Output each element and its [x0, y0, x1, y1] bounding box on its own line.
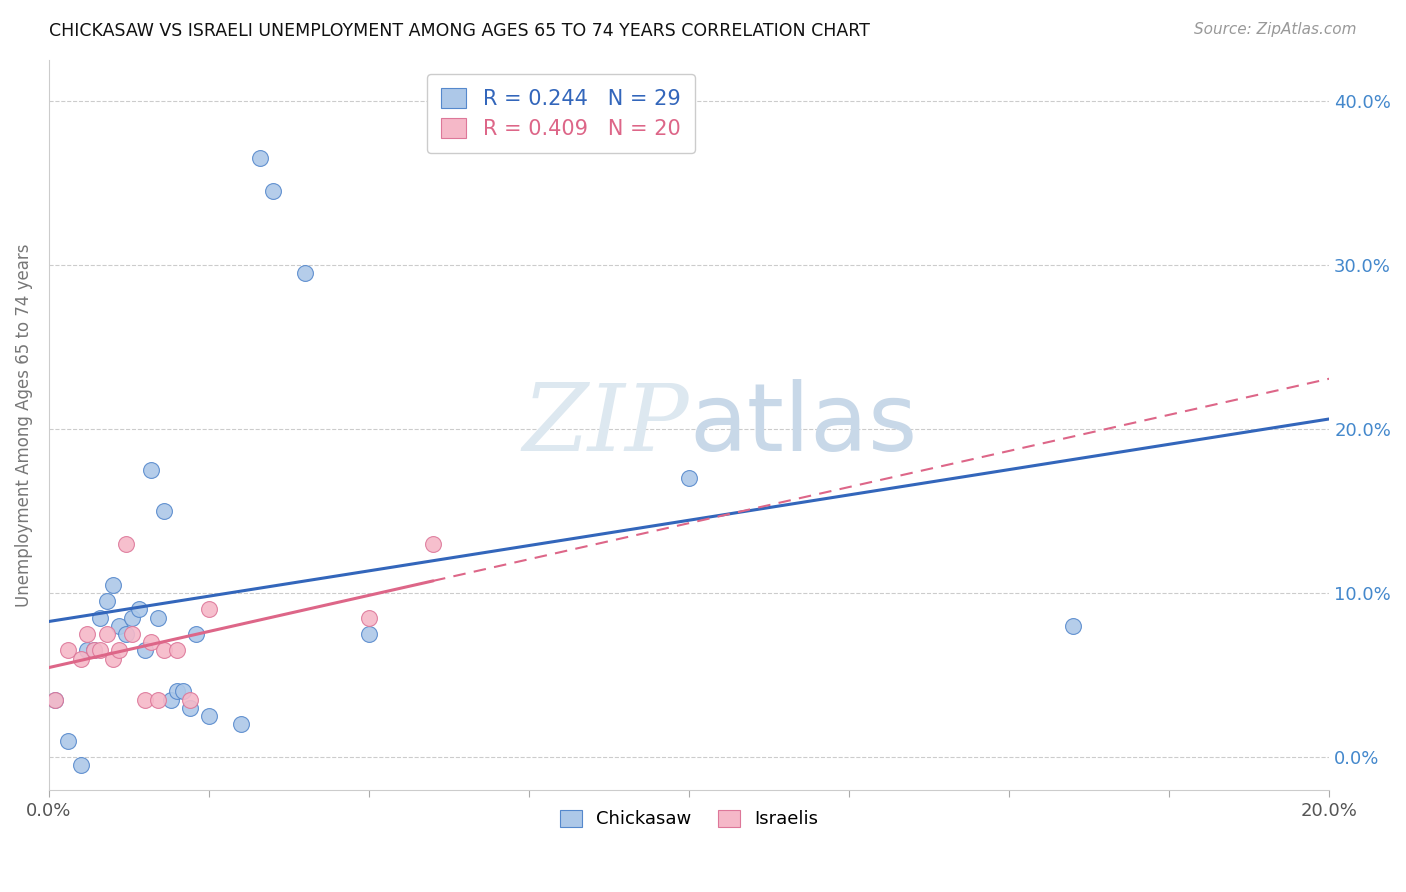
Point: [56, 643, 79, 657]
Point: [229, 717, 252, 731]
Point: [56, 733, 79, 747]
Point: [44, 692, 66, 706]
Point: [141, 635, 163, 649]
Point: [101, 651, 124, 665]
Legend: Chickasaw, Israelis: Chickasaw, Israelis: [553, 803, 825, 836]
Text: CHICKASAW VS ISRAELI UNEMPLOYMENT AMONG AGES 65 TO 74 YEARS CORRELATION CHART: CHICKASAW VS ISRAELI UNEMPLOYMENT AMONG …: [49, 22, 870, 40]
Point: [70, 758, 93, 772]
Point: [166, 643, 188, 657]
Point: [121, 627, 143, 641]
Point: [128, 602, 150, 616]
Point: [89, 610, 111, 624]
Point: [294, 266, 316, 280]
Point: [153, 643, 176, 657]
Point: [134, 643, 156, 657]
Text: atlas: atlas: [689, 379, 917, 471]
Point: [422, 537, 444, 551]
Point: [70, 651, 93, 665]
Point: [357, 627, 380, 641]
Point: [249, 151, 271, 165]
Point: [134, 692, 156, 706]
Point: [172, 684, 194, 698]
Point: [83, 643, 105, 657]
Point: [262, 184, 284, 198]
Point: [108, 643, 131, 657]
Point: [141, 463, 163, 477]
Point: [146, 610, 169, 624]
Point: [114, 537, 136, 551]
Point: [1062, 619, 1084, 633]
Point: [76, 627, 98, 641]
Point: [179, 692, 201, 706]
Point: [44, 692, 66, 706]
Point: [159, 692, 181, 706]
Point: [186, 627, 208, 641]
Point: [76, 643, 98, 657]
Point: [198, 709, 221, 723]
Y-axis label: Unemployment Among Ages 65 to 74 years: Unemployment Among Ages 65 to 74 years: [15, 243, 32, 607]
Point: [96, 594, 118, 608]
Text: Source: ZipAtlas.com: Source: ZipAtlas.com: [1194, 22, 1357, 37]
Point: [179, 701, 201, 715]
Point: [166, 684, 188, 698]
Point: [114, 627, 136, 641]
Point: [83, 643, 105, 657]
Point: [101, 578, 124, 592]
Point: [146, 692, 169, 706]
Point: [121, 610, 143, 624]
Point: [357, 610, 380, 624]
Point: [96, 627, 118, 641]
Point: [108, 619, 131, 633]
Point: [89, 643, 111, 657]
Text: ZIP: ZIP: [523, 380, 689, 470]
Point: [153, 504, 176, 518]
Point: [678, 471, 700, 485]
Point: [198, 602, 221, 616]
